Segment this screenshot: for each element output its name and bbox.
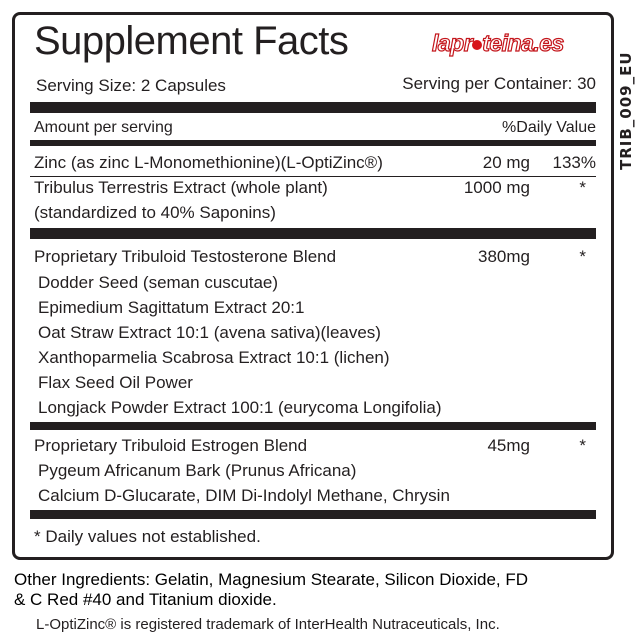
divider xyxy=(30,176,596,177)
product-code: TRIB_009_EU xyxy=(617,51,635,170)
nutrient-dv: 133% xyxy=(552,153,596,172)
blend-amount: 45mg xyxy=(487,436,530,455)
nutrient-name: Zinc (as zinc L-Monomethionine)(L-OptiZi… xyxy=(34,153,383,172)
blend-item: Dodder Seed (seman cuscutae) xyxy=(38,273,279,292)
serving-size: Serving Size: 2 Capsules xyxy=(36,76,226,95)
blend-item: Flax Seed Oil Power xyxy=(38,373,193,392)
nutrient-name-detail: (standardized to 40% Saponins) xyxy=(34,203,276,222)
blend-name: Proprietary Tribuloid Estrogen Blend xyxy=(34,436,308,455)
divider xyxy=(30,422,596,430)
divider xyxy=(30,510,596,519)
blend-dv: * xyxy=(579,247,586,266)
footnote: * Daily values not established. xyxy=(34,527,261,546)
trademark-note: L-OptiZinc® is registered trademark of I… xyxy=(36,616,500,633)
servings-per-container: Serving per Container: 30 xyxy=(402,74,596,93)
molecule-icon xyxy=(472,39,483,50)
dv-header: %Daily Value xyxy=(502,119,596,136)
nutrient-amount: 20 mg xyxy=(482,153,530,172)
blend-name: Proprietary Tribuloid Testosterone Blend xyxy=(34,247,337,266)
divider xyxy=(30,102,596,113)
nutrient-dv: * xyxy=(579,178,586,197)
amount-header: Amount per serving xyxy=(34,119,173,136)
brand-logo: lapr teina.es xyxy=(431,29,565,56)
blend-item: Epimedium Sagittatum Extract 20:1 xyxy=(38,298,305,317)
blend-item: Longjack Powder Extract 100:1 (eurycoma … xyxy=(38,398,442,417)
other-ingredients: Other Ingredients: Gelatin, Magnesium St… xyxy=(14,570,529,589)
blend-item: Pygeum Africanum Bark (Prunus Africana) xyxy=(38,461,357,480)
nutrient-name: Tribulus Terrestris Extract (whole plant… xyxy=(34,178,328,197)
page-title: Supplement Facts xyxy=(34,19,349,63)
divider xyxy=(30,140,596,146)
blend-item: Calcium D-Glucarate, DIM Di-Indolyl Meth… xyxy=(38,486,450,505)
other-ingredients-cont: & C Red #40 and Titanium dioxide. xyxy=(14,590,277,609)
divider xyxy=(30,228,596,239)
nutrient-amount: 1000 mg xyxy=(463,178,530,197)
blend-dv: * xyxy=(579,436,586,455)
blend-item: Oat Straw Extract 10:1 (avena sativa)(le… xyxy=(38,323,381,342)
facts-panel xyxy=(12,12,614,560)
blend-item: Xanthoparmelia Scabrosa Extract 10:1 (li… xyxy=(38,348,390,367)
blend-amount: 380mg xyxy=(478,247,530,266)
